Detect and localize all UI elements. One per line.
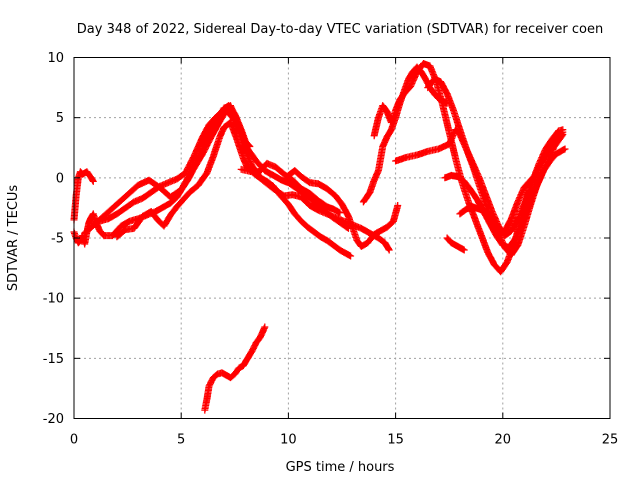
x-tick-label: 20: [495, 433, 512, 448]
y-tick-label: -10: [43, 292, 64, 307]
series-s15: [443, 234, 468, 254]
x-tick-label: 10: [280, 433, 297, 448]
y-tick-label: 10: [47, 51, 64, 66]
data-points: [70, 60, 569, 414]
series-s7: [237, 165, 393, 254]
x-axis-label: GPS time / hours: [286, 460, 395, 475]
series-s14: [441, 131, 567, 252]
series-marks: [201, 323, 269, 414]
series-marks: [441, 131, 567, 252]
series-s8: [284, 167, 402, 250]
series-marks: [81, 102, 352, 237]
series-s6: [113, 119, 344, 241]
y-tick-label: -15: [43, 352, 64, 367]
tick-labels: 0 5 10 15 20 25 -20 -15 -10 -5 0 5 10: [43, 51, 619, 448]
y-tick-label: -20: [43, 412, 64, 427]
x-tick-label: 5: [177, 433, 185, 448]
series-marks: [284, 167, 402, 250]
y-tick-label: -5: [51, 232, 64, 247]
series-s4: [81, 102, 352, 237]
series-marks: [237, 165, 393, 254]
series-s5: [96, 102, 254, 225]
series-marks: [113, 119, 344, 241]
y-tick-label: 5: [56, 111, 64, 126]
series-marks: [96, 102, 254, 225]
y-tick-label: 0: [56, 171, 64, 186]
grid-lines: [74, 57, 610, 419]
series-marks: [443, 234, 468, 254]
x-tick-label: 25: [602, 433, 619, 448]
chart-title: Day 348 of 2022, Sidereal Day-to-day VTE…: [77, 22, 603, 37]
x-tick-label: 0: [70, 433, 78, 448]
x-tick-label: 15: [387, 433, 404, 448]
y-axis-label: SDTVAR / TECUs: [6, 185, 21, 292]
axis-ticks: [73, 57, 611, 419]
series-s16: [201, 323, 269, 414]
